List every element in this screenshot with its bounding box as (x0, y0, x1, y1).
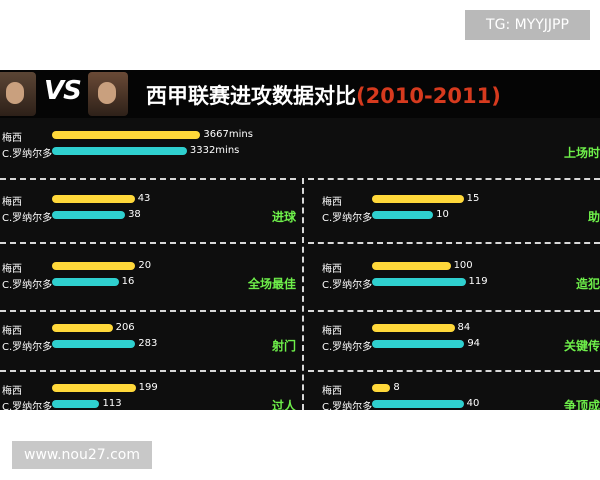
player-label-messi: 梅西 (2, 197, 22, 208)
category-label: 关键传 (563, 339, 600, 353)
bar-ronaldo (372, 211, 434, 219)
divider-right-2 (308, 310, 600, 312)
value-label-messi: 206 (115, 322, 135, 333)
player-label-messi: 梅西 (322, 326, 342, 337)
player-label-ronaldo: C.罗纳尔多 (2, 213, 53, 224)
chart-header: VS 西甲联赛进攻数据对比(2010-2011) (0, 70, 600, 118)
bar-messi (372, 262, 451, 270)
divider-left-3 (0, 370, 296, 372)
bar-messi (52, 195, 135, 203)
player-label-ronaldo: C.罗纳尔多 (2, 402, 53, 410)
bar-messi (52, 324, 113, 332)
category-label: 上场时 (563, 146, 600, 160)
category-label: 射门 (271, 339, 296, 353)
bar-messi (52, 131, 201, 139)
value-label-ronaldo: 16 (121, 276, 135, 287)
value-label-ronaldo: 94 (467, 338, 481, 349)
messi-avatar (0, 72, 36, 116)
bar-ronaldo (52, 278, 119, 286)
value-label-ronaldo: 10 (436, 209, 449, 220)
value-label-messi: 84 (457, 322, 471, 333)
bar-ronaldo (52, 400, 100, 408)
site-watermark: www.nou27.com (12, 441, 152, 469)
value-label-messi: 15 (466, 193, 480, 204)
bar-messi (372, 324, 455, 332)
bar-ronaldo (52, 147, 187, 155)
divider-right-3 (308, 370, 600, 372)
category-label: 进球 (271, 210, 296, 224)
category-label: 造犯 (575, 277, 600, 291)
category-label: 过人 (271, 399, 296, 410)
bar-ronaldo (372, 278, 466, 286)
value-label-ronaldo: 119 (468, 276, 488, 287)
divider-left-1 (0, 242, 296, 244)
bar-messi (52, 262, 136, 270)
category-label: 助 (587, 210, 600, 224)
value-label-messi: 8 (393, 382, 400, 393)
player-label-ronaldo: C.罗纳尔多 (322, 280, 373, 291)
value-label-ronaldo: 283 (138, 338, 158, 349)
bar-ronaldo (52, 211, 126, 219)
divider-left-0 (0, 178, 296, 180)
value-label-ronaldo: 3332mins (189, 145, 240, 156)
player-label-messi: 梅西 (322, 197, 342, 208)
vs-label: VS (44, 76, 82, 106)
divider-right-0 (308, 178, 600, 180)
player-label-messi: 梅西 (2, 133, 22, 144)
player-label-ronaldo: C.罗纳尔多 (322, 213, 373, 224)
player-label-messi: 梅西 (2, 326, 22, 337)
value-label-messi: 43 (137, 193, 151, 204)
player-label-ronaldo: C.罗纳尔多 (2, 149, 53, 160)
category-label: 争顶成 (563, 399, 600, 410)
player-label-messi: 梅西 (2, 386, 22, 397)
comparison-chart: VS 西甲联赛进攻数据对比(2010-2011) 梅西 C.罗纳尔多 3667min… (0, 70, 600, 410)
player-label-ronaldo: C.罗纳尔多 (2, 342, 53, 353)
chart-title: 西甲联赛进攻数据对比(2010-2011) (146, 84, 501, 108)
category-label: 全场最佳 (247, 277, 296, 291)
bar-ronaldo (52, 340, 136, 348)
player-label-messi: 梅西 (322, 386, 342, 397)
bar-ronaldo (372, 340, 465, 348)
value-label-messi: 100 (453, 260, 473, 271)
divider-left-2 (0, 310, 296, 312)
bar-messi (52, 384, 136, 392)
player-label-ronaldo: C.罗纳尔多 (322, 402, 373, 410)
ronaldo-avatar (88, 72, 128, 116)
value-label-ronaldo: 40 (466, 398, 480, 409)
value-label-ronaldo: 38 (128, 209, 141, 220)
value-label-messi: 199 (138, 382, 158, 393)
value-label-ronaldo: 113 (102, 398, 122, 409)
bar-messi (372, 195, 464, 203)
bar-messi (372, 384, 391, 392)
chart-title-years: (2010-2011) (356, 84, 501, 108)
value-label-messi: 3667mins (203, 129, 253, 140)
player-label-messi: 梅西 (2, 264, 22, 275)
value-label-messi: 20 (138, 260, 152, 271)
player-label-messi: 梅西 (322, 264, 342, 275)
bar-ronaldo (372, 400, 464, 408)
telegram-watermark: TG: MYYJJPP (465, 10, 590, 40)
divider-right-1 (308, 242, 600, 244)
player-label-ronaldo: C.罗纳尔多 (2, 280, 53, 291)
player-label-ronaldo: C.罗纳尔多 (322, 342, 373, 353)
divider-vertical (302, 178, 304, 410)
